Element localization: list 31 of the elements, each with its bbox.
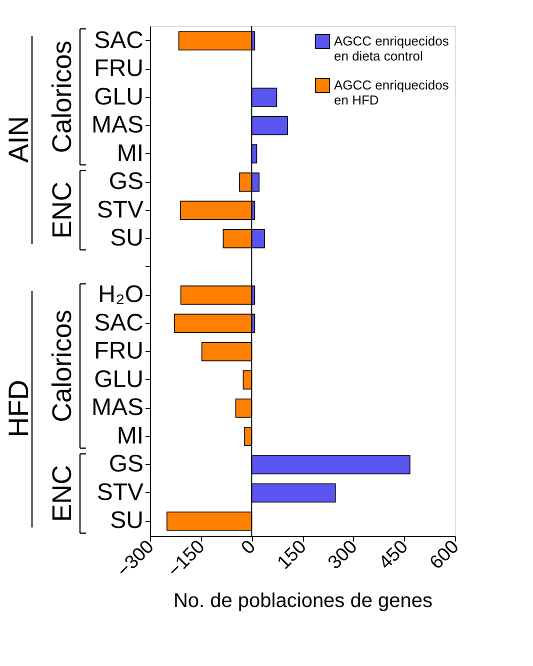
text: ENC bbox=[47, 464, 77, 522]
x-tick-label: 600 bbox=[426, 536, 464, 574]
y-tick-label: MI bbox=[116, 140, 144, 167]
y-tick-label: STV bbox=[96, 196, 144, 224]
text: Caloricos bbox=[47, 310, 77, 422]
legend-label: AGCC enriquecidos en HFD bbox=[334, 78, 450, 108]
y-tick-label: MAS bbox=[91, 112, 144, 139]
y-tick-label: H₂O bbox=[98, 281, 144, 308]
y-tick-label: SU bbox=[110, 507, 144, 534]
y-tick-label: FRU bbox=[94, 55, 144, 82]
y-tick-label: GS bbox=[108, 450, 144, 478]
y-tick-label: SU bbox=[110, 224, 144, 252]
y-tick-label: GLU bbox=[94, 83, 144, 110]
y-tick-label: GLU bbox=[94, 366, 144, 393]
y-tick-label: MAS bbox=[91, 394, 144, 422]
y-tick-label: MI bbox=[116, 422, 144, 450]
y-tick-label: SAC bbox=[94, 26, 144, 54]
x-tick-label: 150 bbox=[274, 536, 311, 574]
text: HFD bbox=[3, 380, 34, 438]
x-axis-title: No. de poblaciones de genes bbox=[173, 590, 433, 612]
x-tick-label: 450 bbox=[375, 536, 412, 574]
text: Caloricos bbox=[47, 40, 77, 154]
legend-label: AGCC enriquecidos en dieta control bbox=[334, 34, 450, 64]
y-tick-label: STV bbox=[96, 478, 144, 506]
y-tick-label: FRU bbox=[94, 338, 144, 365]
text: ENC bbox=[47, 182, 77, 239]
x-tick-label: 300 bbox=[324, 536, 362, 574]
x-tick-label: 0 bbox=[238, 536, 260, 559]
y-tick-label: GS bbox=[108, 168, 144, 196]
y-tick-label: SAC bbox=[94, 309, 144, 336]
text: AIN bbox=[3, 116, 34, 163]
